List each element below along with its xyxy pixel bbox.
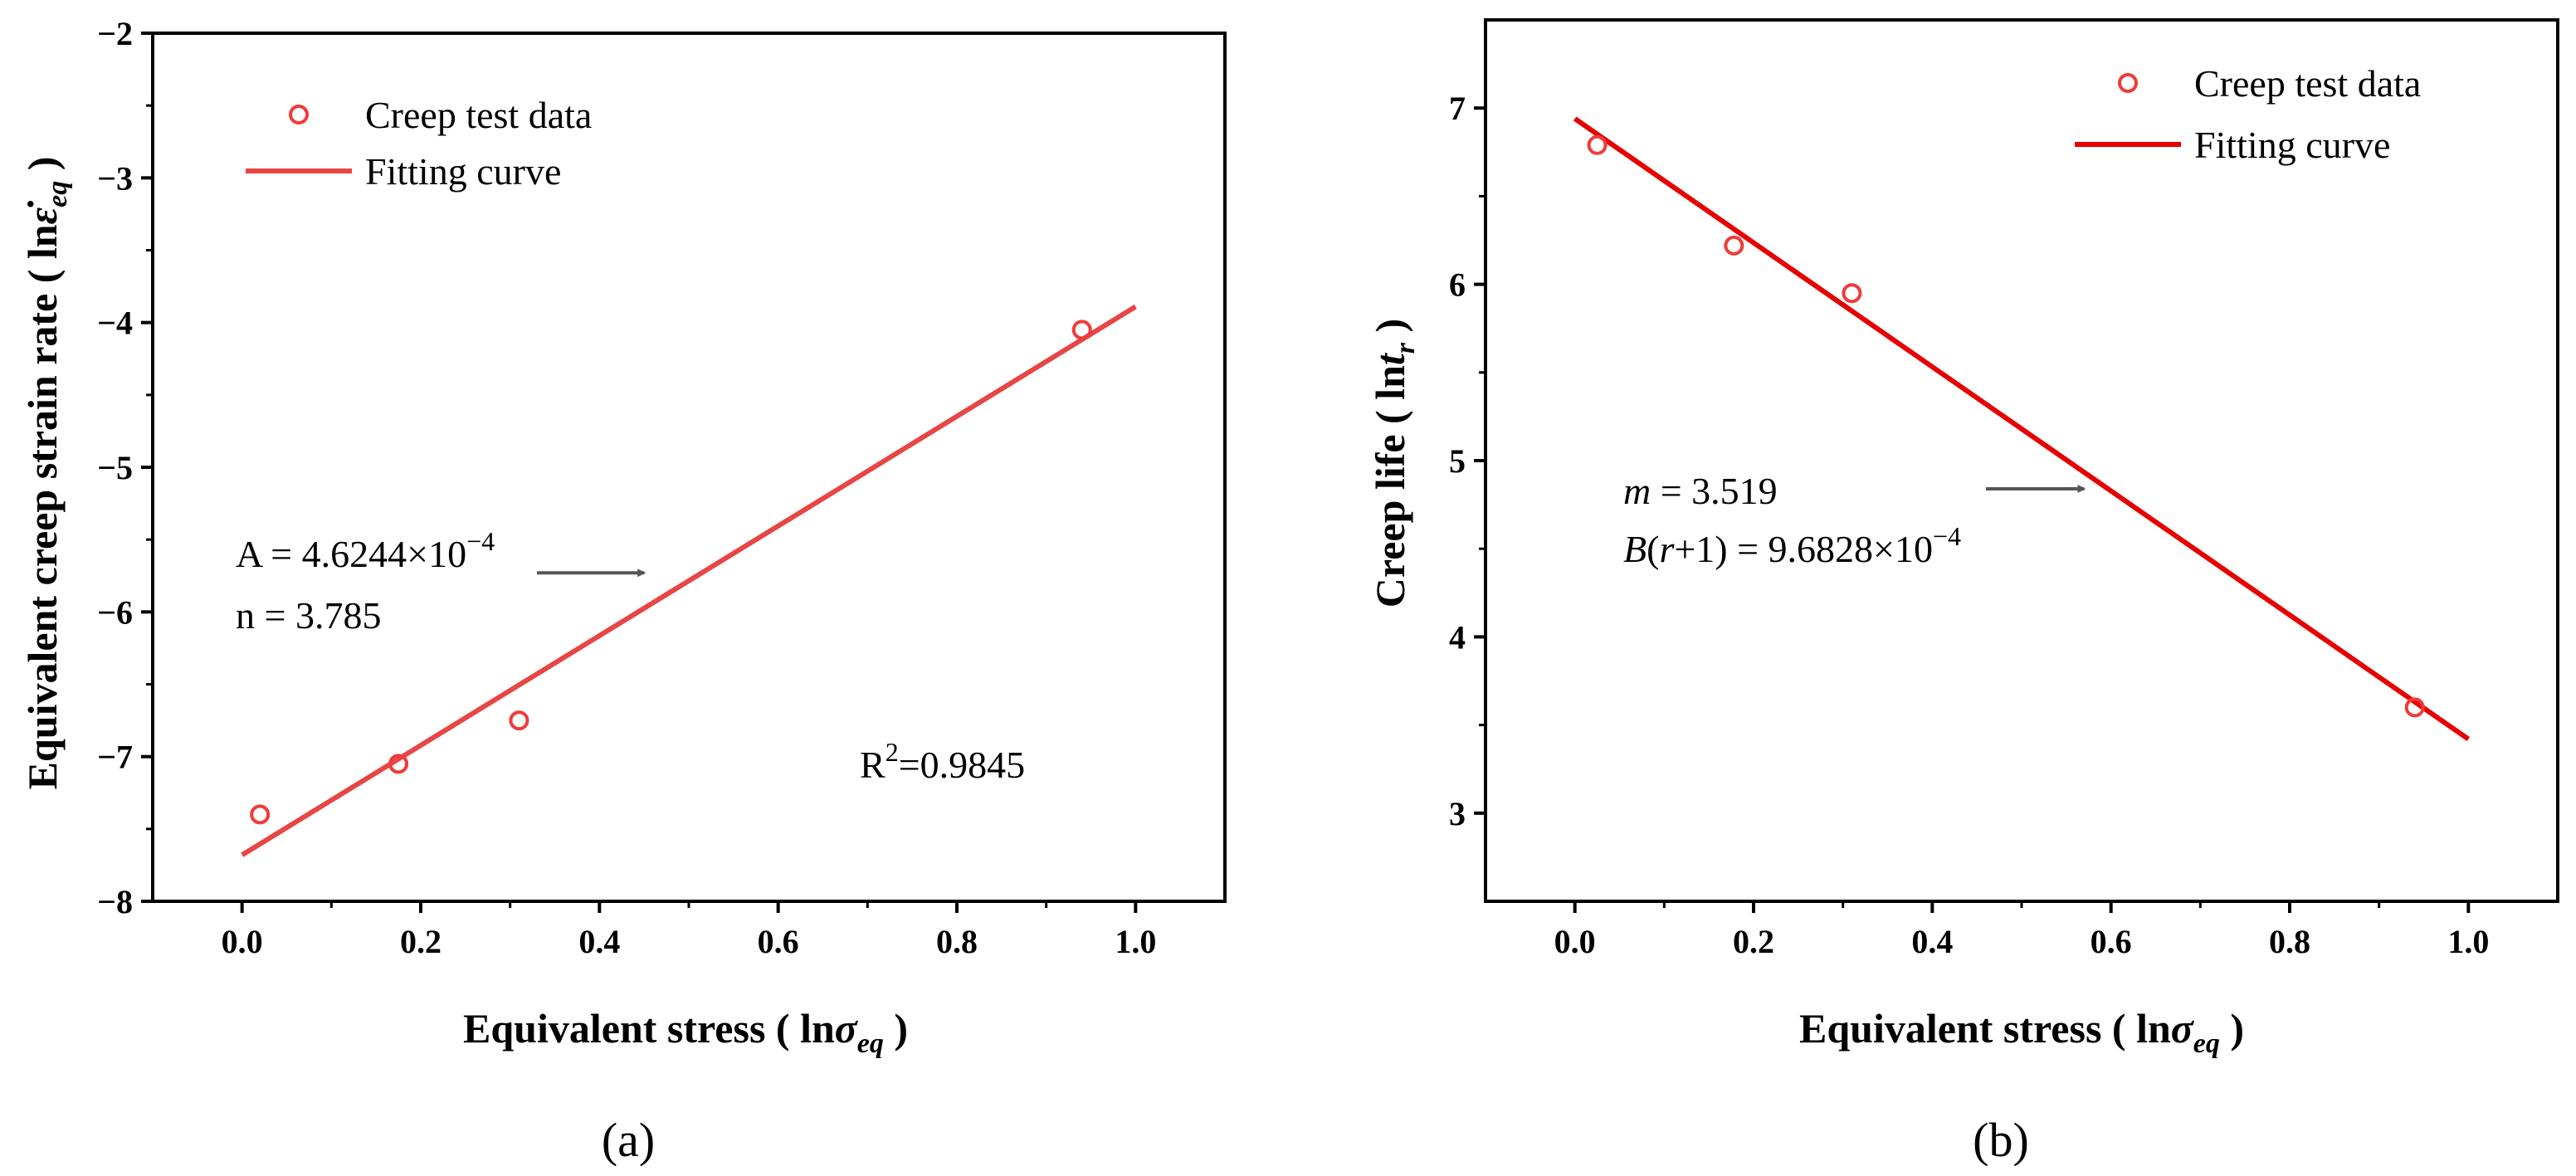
panel-b-annotation-m: m = 3.519 <box>1623 470 1778 512</box>
panel-a-axes <box>151 32 1227 903</box>
panel-a-x-tick-label: 0.6 <box>758 923 799 960</box>
panel-a-annotation: A = 4.6244×10−4 n = 3.785 R2=0.9845 <box>236 526 1025 786</box>
panel-a-legend-marker <box>289 105 309 124</box>
panel-a-marks <box>241 304 1137 857</box>
panel-b-y-tick-label: 7 <box>1449 90 1466 127</box>
panel-b-marks <box>1573 116 2471 742</box>
panel-a-y-axis-title: Equivalent creep strain rate ( lnε̇eq ) <box>19 157 73 790</box>
panel-b-x-tick-label: 0.0 <box>1554 923 1596 960</box>
panel-b-x-tick-label: 1.0 <box>2447 923 2489 960</box>
panel-a-x-tick-label: 1.0 <box>1115 923 1156 960</box>
panel-a-chart: 0.0 0.2 0.4 0.6 0.8 1.0 −8 −7 −6 −5 −4 −3 −2 Creep t… <box>19 15 1227 1167</box>
panel-b-y-tick-label: 3 <box>1449 795 1466 832</box>
panel-b-y-axis-title: Creep life ( lntr ) <box>1367 319 1421 608</box>
panel-a-y-tick-label: −7 <box>97 739 133 776</box>
panel-b-y-tick-label: 6 <box>1449 266 1466 304</box>
panel-a-x-axis-title: Equivalent stress ( lnσeq ) <box>463 1005 908 1059</box>
panel-b-legend-label-data: Creep test data <box>2194 62 2421 105</box>
panel-a-y-tick-label: −4 <box>97 305 133 342</box>
panel-b-axes <box>1484 18 2559 903</box>
panel-b-legend-marker <box>2118 73 2138 93</box>
panel-b-x-tick-label: 0.8 <box>2269 923 2310 960</box>
panel-b-data-point <box>1842 283 1862 304</box>
panel-a-ticks: 0.0 0.2 0.4 0.6 0.8 1.0 −8 −7 −6 −5 −4 −3 −2 <box>97 15 1156 960</box>
panel-a-r-squared: R2=0.9845 <box>860 737 1025 786</box>
panel-a-legend: Creep test data Fitting curve <box>246 94 592 193</box>
panel-a-x-tick-label: 0.2 <box>400 923 442 960</box>
panel-a-y-tick-label: −8 <box>97 883 133 920</box>
panel-b-legend: Creep test data Fitting curve <box>2075 62 2421 166</box>
panel-a-y-tick-label: −2 <box>97 15 133 52</box>
panel-a-x-tick-label: 0.8 <box>936 923 978 960</box>
panel-b-annotation: m = 3.519 B(r+1) = 9.6828×10−4 <box>1623 470 2086 570</box>
panel-a-x-tick-label: 0.0 <box>222 923 263 960</box>
panel-a-legend-label-data: Creep test data <box>365 94 592 136</box>
panel-b-data-point <box>1724 235 1744 256</box>
panel-b-label: (b) <box>1973 1113 2029 1167</box>
panel-a-data-point <box>250 804 271 825</box>
panel-b-annotation-b: B(r+1) = 9.6828×10−4 <box>1623 521 1961 570</box>
panel-a-annotation-a: A = 4.6244×10−4 <box>236 526 495 575</box>
panel-a-x-tick-label: 0.4 <box>578 923 620 960</box>
panel-a-y-tick-label: −5 <box>97 449 133 486</box>
panel-a-legend-label-fit: Fitting curve <box>365 150 561 193</box>
panel-b-data-point <box>1587 134 1608 155</box>
panel-a-data-point <box>388 754 409 774</box>
panel-a-data-point <box>509 710 529 731</box>
panel-b-y-tick-label: 5 <box>1449 442 1466 480</box>
panel-a-plot-frame <box>151 32 1227 903</box>
panel-b-chart: 0.0 0.2 0.4 0.6 0.8 1.0 3 4 5 6 7 Creep test data … <box>1367 18 2559 1167</box>
panel-b-x-axis-title: Equivalent stress ( lnσeq ) <box>1799 1005 2244 1059</box>
panel-b-x-tick-label: 0.2 <box>1733 923 1774 960</box>
panel-b-plot-frame <box>1484 18 2559 903</box>
panel-a-y-tick-label: −3 <box>97 159 133 197</box>
panel-a-data-point <box>1071 320 1092 340</box>
panel-b-data-point <box>2404 697 2425 718</box>
panel-a-label: (a) <box>602 1113 655 1167</box>
panel-a-annotation-n: n = 3.785 <box>236 594 381 637</box>
panel-b-ticks: 0.0 0.2 0.4 0.6 0.8 1.0 3 4 5 6 7 <box>1449 90 2489 960</box>
panel-b-x-tick-label: 0.6 <box>2091 923 2132 960</box>
panel-b-legend-label-fit: Fitting curve <box>2194 124 2390 166</box>
panel-b-fitting-curve <box>1573 116 2471 742</box>
panel-b-x-tick-label: 0.4 <box>1911 923 1953 960</box>
panel-a-y-tick-label: −6 <box>97 593 133 631</box>
panel-b-y-tick-label: 4 <box>1449 618 1466 656</box>
